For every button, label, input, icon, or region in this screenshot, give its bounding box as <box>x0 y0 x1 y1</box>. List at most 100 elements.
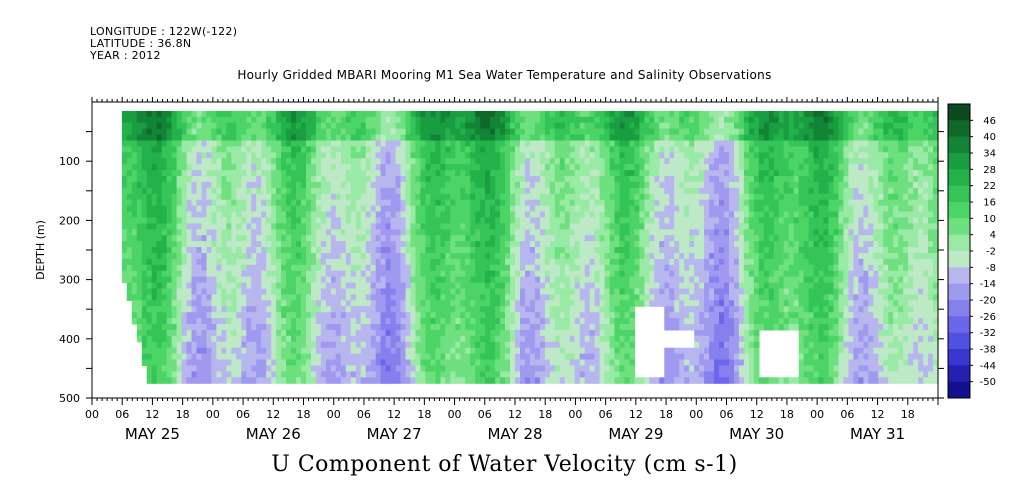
field-cell <box>569 247 576 254</box>
field-cell <box>659 116 665 124</box>
field-cell <box>520 181 526 189</box>
field-cell <box>564 253 571 260</box>
field-cell <box>534 223 541 230</box>
field-cell <box>495 122 501 130</box>
field-cell <box>629 187 636 195</box>
field-cell <box>520 371 526 378</box>
field-cell <box>564 128 571 136</box>
field-cell <box>420 353 426 361</box>
field-cell <box>375 223 382 230</box>
field-cell <box>370 229 377 236</box>
field-cell <box>569 181 576 189</box>
field-cell <box>325 341 332 349</box>
field-cell <box>330 306 337 313</box>
field-cell <box>241 193 247 201</box>
field-cell <box>311 235 317 242</box>
field-cell <box>425 193 431 201</box>
field-cell <box>375 193 382 201</box>
field-cell <box>291 176 297 183</box>
field-cell <box>266 341 272 349</box>
field-cell <box>604 335 611 343</box>
field-cell <box>226 164 232 171</box>
field-cell <box>589 300 596 307</box>
field-cell <box>335 270 342 278</box>
field-cell <box>151 276 158 284</box>
field-cell <box>470 300 476 307</box>
field-cell <box>455 229 461 236</box>
field-cell <box>315 258 322 266</box>
field-cell <box>410 152 417 159</box>
field-cell <box>146 329 153 337</box>
field-cell <box>604 371 611 378</box>
field-cell <box>539 341 546 349</box>
field-cell <box>554 329 561 337</box>
field-cell <box>629 329 636 337</box>
field-cell <box>181 282 188 290</box>
field-cell <box>131 270 138 278</box>
field-cell <box>554 110 561 118</box>
field-cell <box>271 282 277 290</box>
field-cell <box>186 181 193 189</box>
field-cell <box>161 253 168 260</box>
field-cell <box>345 258 352 266</box>
field-cell <box>231 134 237 142</box>
field-cell <box>266 217 272 224</box>
field-cell <box>529 170 536 177</box>
field-cell <box>375 152 382 159</box>
field-cell <box>395 288 402 295</box>
field-cell <box>455 324 461 331</box>
field-cell <box>246 253 252 260</box>
field-cell <box>151 347 158 355</box>
field-cell <box>470 110 476 118</box>
field-cell <box>460 318 466 325</box>
field-cell <box>674 199 680 207</box>
field-cell <box>335 253 342 260</box>
field-cell <box>510 347 516 355</box>
field-cell <box>291 116 297 124</box>
field-cell <box>599 152 606 159</box>
field-cell <box>559 110 566 118</box>
field-cell <box>395 146 402 153</box>
field-cell <box>281 164 287 171</box>
field-cell <box>480 176 486 183</box>
field-cell <box>345 341 352 349</box>
field-cell <box>226 205 232 213</box>
field-cell <box>649 294 655 301</box>
field-cell <box>589 170 596 177</box>
field-cell <box>296 241 302 248</box>
field-cell <box>430 377 436 384</box>
field-cell <box>594 217 601 224</box>
field-cell <box>430 152 436 159</box>
field-cell <box>311 205 317 213</box>
field-cell <box>525 353 531 361</box>
field-cell <box>425 258 431 266</box>
field-cell <box>226 134 232 142</box>
field-cell <box>584 335 591 343</box>
field-cell <box>604 187 611 195</box>
field-cell <box>614 176 621 183</box>
field-cell <box>529 294 536 301</box>
field-cell <box>156 282 163 290</box>
field-cell <box>485 264 491 272</box>
field-cell <box>495 329 501 337</box>
field-cell <box>599 329 606 337</box>
field-cell <box>395 247 402 254</box>
field-cell <box>355 176 362 183</box>
field-cell <box>470 199 476 207</box>
field-cell <box>241 134 247 142</box>
field-cell <box>246 270 252 278</box>
field-cell <box>574 146 581 153</box>
field-cell <box>325 377 332 384</box>
field-cell <box>445 241 451 248</box>
field-cell <box>450 258 456 266</box>
field-cell <box>141 152 148 159</box>
field-cell <box>425 318 431 325</box>
field-cell <box>301 341 307 349</box>
field-cell <box>490 371 496 378</box>
field-cell <box>136 122 143 130</box>
field-cell <box>455 335 461 343</box>
field-cell <box>296 199 302 207</box>
field-cell <box>445 253 451 260</box>
field-cell <box>276 359 282 366</box>
field-cell <box>639 122 645 130</box>
